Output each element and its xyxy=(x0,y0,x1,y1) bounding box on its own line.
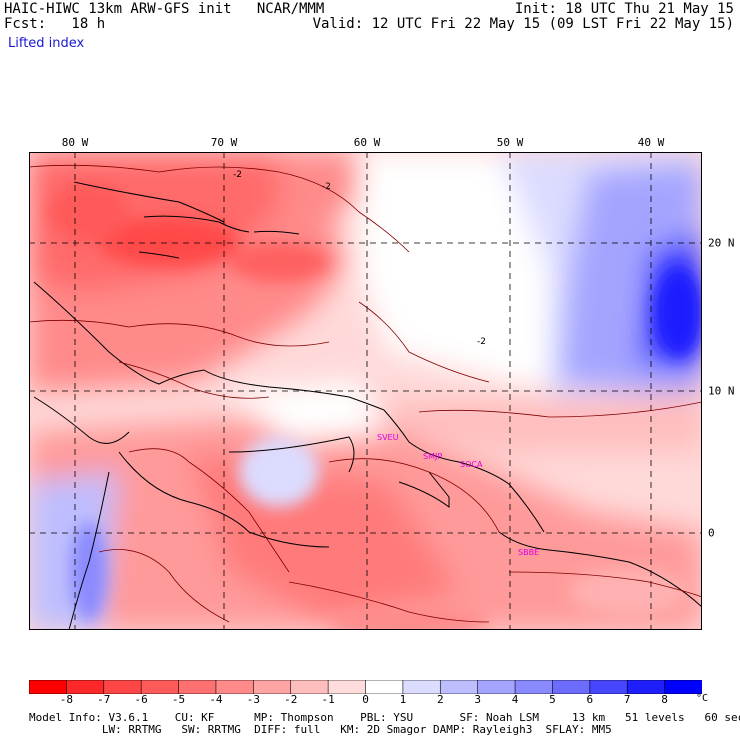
colorbar-swatch xyxy=(103,680,142,694)
colorbar-tick-label: -3 xyxy=(246,693,260,706)
footer-physics-info: LW: RRTMG SW: RRTMG DIFF: full KM: 2D Sm… xyxy=(29,723,612,736)
colorbar-swatch xyxy=(215,680,255,694)
colorbar-swatch xyxy=(178,680,217,694)
lon-label-50w: 50 W xyxy=(496,136,524,149)
colorbar-tick-label: 0 xyxy=(362,693,369,706)
contours xyxy=(29,164,702,623)
map-frame xyxy=(29,152,702,630)
footer-model-info: Model Info: V3.6.1 CU: KF MP: Thompson P… xyxy=(29,711,740,724)
lat-label-20n: 20 N xyxy=(708,236,735,250)
colorbar-swatch xyxy=(29,680,68,694)
colorbar-swatch xyxy=(439,680,479,694)
colorbar-swatch xyxy=(402,680,442,694)
station-label-sveu: SVEU xyxy=(377,433,399,442)
colorbar-swatch xyxy=(327,680,367,694)
lifted-index-map: -2 -2 -2 SVEU SMJP SOCA SBBE xyxy=(29,152,702,630)
colorbar-tick-label: 3 xyxy=(474,693,481,706)
station-label-soca: SOCA xyxy=(460,460,483,469)
model-title: HAIC-HIWC 13km ARW-GFS init NCAR/MMM xyxy=(4,1,325,17)
colorbar-tick-label: 8 xyxy=(661,693,668,706)
colorbar-swatch xyxy=(140,680,180,694)
lon-label-40w: 40 W xyxy=(637,136,665,149)
lon-label-70w: 70 W xyxy=(210,136,238,149)
lat-lon-grid xyxy=(29,152,702,630)
init-time: Init: 18 UTC Thu 21 May 15 xyxy=(514,1,734,17)
colorbar-tick-label: -6 xyxy=(134,693,148,706)
colorbar-swatch xyxy=(365,680,404,694)
colorbar-tick-label: -8 xyxy=(59,693,73,706)
lon-label-60w: 60 W xyxy=(353,136,381,149)
contour-label: -2 xyxy=(233,170,242,180)
contour-label: -2 xyxy=(322,182,331,192)
colorbar-swatch xyxy=(664,680,702,694)
field-name: Lifted index xyxy=(8,36,85,51)
colorbar-tick-label: -2 xyxy=(284,693,298,706)
contour-label: -2 xyxy=(477,337,486,347)
colorbar-tick-label: 7 xyxy=(623,693,631,706)
colorbar-swatch xyxy=(589,680,629,694)
station-label-sbbe: SBBE xyxy=(518,548,539,557)
colorbar-swatch xyxy=(552,680,591,694)
colorbar-tick-label: -1 xyxy=(321,693,335,706)
colorbar-tick-label: 5 xyxy=(549,693,556,706)
station-label-smjp: SMJP xyxy=(423,452,442,461)
header-left: HAIC-HIWC 13km ARW-GFS init NCAR/MMM Fcs… xyxy=(4,2,324,32)
colorbar-swatch xyxy=(477,680,516,694)
lat-label-10n: 10 N xyxy=(708,384,735,398)
lat-label-equator: 0 xyxy=(708,526,715,540)
colorbar-tick-label: -4 xyxy=(209,693,223,706)
colorbar-unit: °C xyxy=(696,693,709,704)
colorbar-tick-label: -7 xyxy=(97,693,111,706)
lon-label-80w: 80 W xyxy=(61,136,89,149)
colorbar-tick-label: 2 xyxy=(436,693,444,706)
forecast-hour: Fcst: 18 h xyxy=(4,16,106,32)
field-detail xyxy=(49,182,702,630)
colorbar xyxy=(29,680,702,694)
colorbar-swatch xyxy=(66,680,105,694)
coastlines xyxy=(33,181,702,630)
colorbar-tick-label: 1 xyxy=(399,693,407,706)
colorbar-swatch xyxy=(626,680,666,694)
colorbar-tick-label: 4 xyxy=(511,693,519,706)
colorbar-tick-label: -5 xyxy=(171,693,186,706)
colorbar-swatch xyxy=(253,680,292,694)
colorbar-swatch xyxy=(290,680,329,694)
colorbar-swatch xyxy=(514,680,554,694)
colorbar-tick-label: 6 xyxy=(586,693,594,706)
header-right: Init: 18 UTC Thu 21 May 15 Valid: 12 UTC… xyxy=(313,2,734,32)
valid-time: Valid: 12 UTC Fri 22 May 15 (09 LST Fri … xyxy=(312,16,734,32)
